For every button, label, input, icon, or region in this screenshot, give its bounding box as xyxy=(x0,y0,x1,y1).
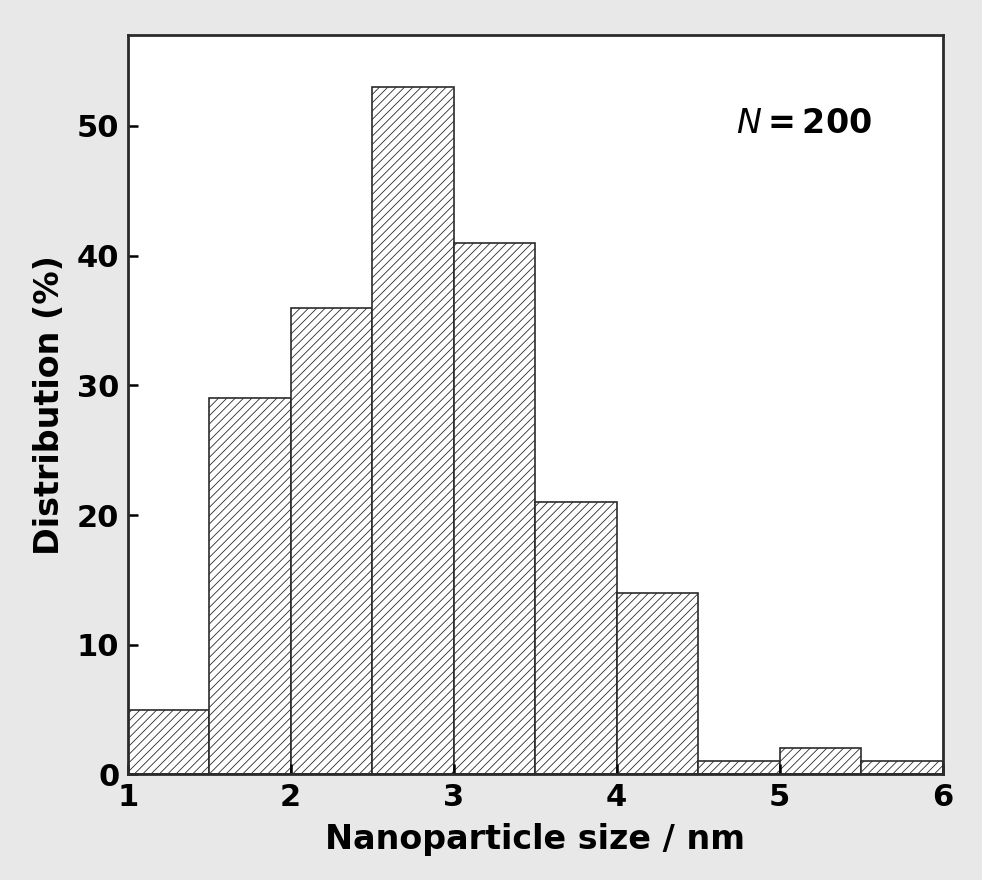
Bar xyxy=(372,87,454,774)
Bar xyxy=(535,502,617,774)
Y-axis label: Distribution (%): Distribution (%) xyxy=(32,255,66,554)
Bar xyxy=(291,307,372,774)
Bar xyxy=(617,593,698,774)
Text: $\mathit{N}$$\mathbf{=200}$: $\mathit{N}$$\mathbf{=200}$ xyxy=(736,107,872,141)
Bar xyxy=(698,761,780,774)
Bar xyxy=(780,749,861,774)
Bar xyxy=(209,399,291,774)
Bar xyxy=(454,243,535,774)
Bar xyxy=(128,709,209,774)
X-axis label: Nanoparticle size / nm: Nanoparticle size / nm xyxy=(325,823,745,856)
Bar xyxy=(861,761,943,774)
